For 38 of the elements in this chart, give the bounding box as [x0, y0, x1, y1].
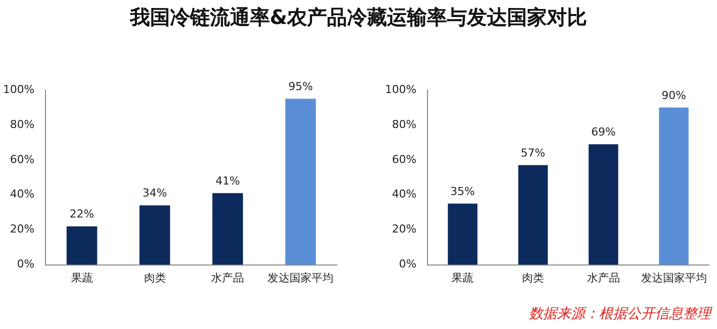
- y-tick-label: 100%: [2, 82, 34, 96]
- source-note: 数据来源：根据公开信息整理: [529, 305, 711, 323]
- x-tick-label: 肉类: [144, 271, 166, 284]
- x-tick-label: 果蔬: [70, 271, 93, 284]
- y-tick-label: 40%: [392, 188, 416, 201]
- x-tick-label: 发达国家平均: [268, 271, 334, 284]
- x-tick-label: 果蔬: [452, 271, 474, 284]
- data-label: 69%: [591, 126, 616, 139]
- data-label: 95%: [288, 80, 313, 94]
- data-label: 41%: [215, 174, 240, 188]
- x-tick-label: 肉类: [522, 271, 544, 284]
- y-tick-label: 0%: [16, 258, 34, 271]
- bar: [518, 165, 548, 265]
- y-tick-label: 100%: [384, 82, 416, 96]
- y-tick-label: 60%: [10, 152, 34, 166]
- x-tick-label: 水产品: [586, 271, 620, 284]
- data-label: 90%: [662, 88, 686, 102]
- y-tick-label: 80%: [392, 118, 416, 131]
- bar: [588, 144, 618, 265]
- bar: [66, 226, 98, 265]
- y-tick-label: 60%: [392, 152, 416, 166]
- bar: [212, 193, 243, 265]
- bar: [448, 204, 478, 265]
- y-tick-label: 0%: [398, 258, 416, 271]
- bar: [139, 205, 170, 265]
- chart-title: 我国冷链流通率&农产品冷藏运输率与发达国家对比: [128, 4, 588, 31]
- y-tick-label: 80%: [10, 118, 34, 131]
- data-label: 34%: [142, 186, 168, 200]
- data-label: 57%: [520, 146, 546, 160]
- x-tick-label: 发达国家平均: [640, 271, 707, 284]
- data-label: 22%: [70, 208, 94, 221]
- y-tick-label: 20%: [10, 222, 34, 236]
- bar: [285, 98, 316, 265]
- bar: [659, 107, 689, 265]
- y-tick-label: 40%: [10, 188, 34, 201]
- x-tick-label: 水产品: [211, 271, 244, 284]
- data-label: 35%: [450, 184, 475, 198]
- y-tick-label: 20%: [392, 222, 416, 236]
